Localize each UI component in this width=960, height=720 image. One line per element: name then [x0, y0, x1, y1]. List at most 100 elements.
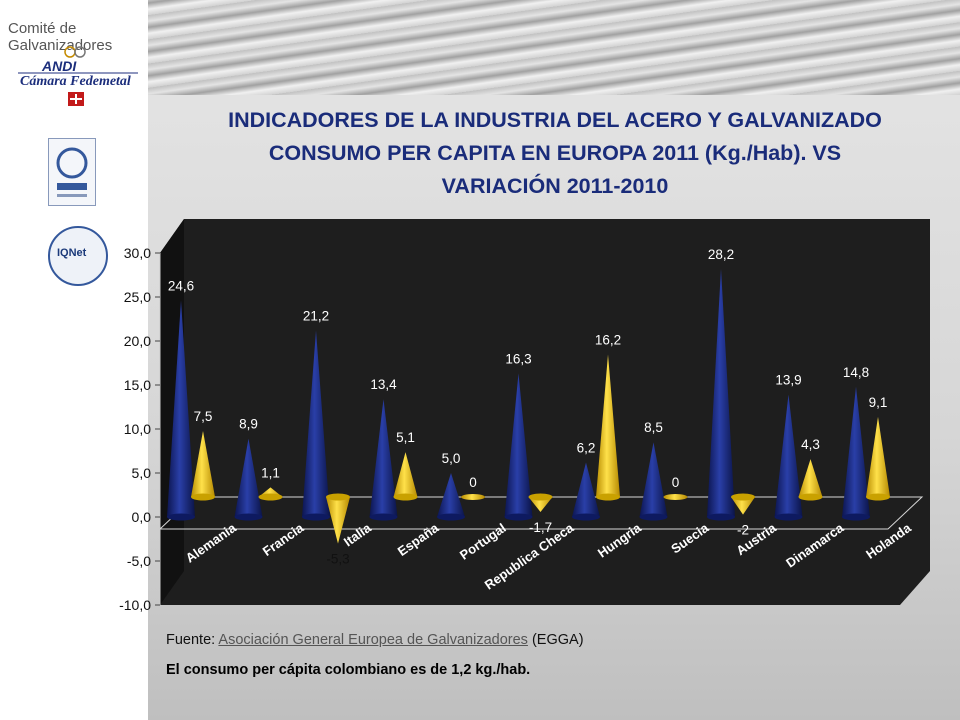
- data-label: 5,0: [442, 451, 461, 466]
- icontec-cert-logo: [48, 138, 96, 206]
- data-label: 21,2: [303, 308, 329, 323]
- data-label: 6,2: [577, 440, 596, 455]
- cone-body: [774, 394, 803, 517]
- cone-variacion: [866, 416, 890, 501]
- data-label: 9,1: [869, 395, 888, 410]
- cone-base: [572, 513, 600, 521]
- cone-variacion: [663, 494, 688, 500]
- cone-consumo: [572, 462, 600, 521]
- cone-consumo: [707, 268, 735, 521]
- data-label: 5,1: [396, 430, 415, 445]
- data-label: 4,3: [801, 437, 820, 452]
- title-line-1: INDICADORES DE LA INDUSTRIA DEL ACERO Y …: [228, 108, 882, 132]
- data-label: -1,7: [529, 520, 552, 535]
- cone-consumo: [302, 330, 330, 521]
- logo-column: Comité de Galvanizadores ANDI Cámara Fed…: [0, 0, 148, 720]
- cone-body: [302, 330, 330, 517]
- camara-label: Cámara Fedemetal: [20, 74, 131, 89]
- plot-background: [160, 219, 930, 605]
- cone-body: [393, 452, 418, 497]
- y-tick-label: 10,0: [124, 421, 151, 437]
- cone-base: [866, 493, 890, 501]
- cone-base: [302, 513, 330, 521]
- cone-variacion: [798, 459, 823, 501]
- cone-consumo: [842, 386, 870, 521]
- cone-consumo: [369, 399, 398, 521]
- cone-base: [639, 513, 668, 521]
- data-label: -5,3: [326, 552, 349, 567]
- data-labels: 24,6 7,5 8,9 1,1 21,2 -5,3 13,4 5,1 5,0 0 16,3 -1,7…: [168, 247, 888, 567]
- cone-body: [842, 386, 870, 517]
- cone-variacion: [393, 452, 418, 501]
- cone-consumo: [504, 373, 533, 521]
- data-label: 16,2: [595, 332, 621, 347]
- cone-base: [504, 513, 533, 521]
- footnote: El consumo per cápita colombiano es de 1…: [166, 662, 531, 678]
- source-link[interactable]: Asociación General Europea de Galvanizad…: [218, 632, 528, 648]
- data-label: 8,9: [239, 417, 258, 432]
- y-tick-label: 20,0: [124, 333, 151, 349]
- data-label: 24,6: [168, 279, 194, 294]
- cone-consumo: [167, 300, 195, 521]
- cone-base: [774, 513, 803, 521]
- y-tick-label: 15,0: [124, 377, 151, 393]
- cone-flat: [461, 494, 485, 500]
- data-label: 13,4: [370, 377, 397, 392]
- cone-base: [234, 513, 263, 521]
- cone-body: [731, 497, 755, 515]
- cone-body: [234, 438, 263, 517]
- cone-body: [369, 399, 398, 517]
- y-tick-label: -10,0: [119, 597, 151, 613]
- cone-body: [639, 442, 668, 517]
- source-suffix: (EGGA): [527, 632, 584, 648]
- iqnet-label: IQNet: [57, 247, 87, 259]
- cone-flat: [663, 494, 688, 500]
- y-tick-label: 25,0: [124, 289, 151, 305]
- cone-body: [326, 497, 350, 544]
- y-tick-label: 5,0: [132, 465, 152, 481]
- cone-body: [798, 459, 823, 497]
- cone-variacion: [326, 493, 350, 544]
- cone-body: [167, 300, 195, 517]
- cone-base: [191, 493, 215, 501]
- cone-base: [258, 493, 283, 501]
- source-line: Fuente: Asociación General Europea de Ga…: [166, 632, 584, 648]
- title-line-3: VARIACIÓN 2011-2010: [441, 174, 669, 198]
- cone-body: [596, 354, 620, 497]
- cone-base: [437, 513, 465, 521]
- cone-consumo: [639, 442, 668, 521]
- cone-base: [393, 493, 418, 501]
- data-label: 7,5: [194, 409, 213, 424]
- cone-variacion: [461, 494, 485, 500]
- cone-body: [707, 268, 735, 517]
- cone-consumo: [437, 473, 465, 521]
- cone-variacion: [596, 354, 620, 501]
- brand-name: Comité de Galvanizadores: [8, 20, 113, 54]
- title-line-2: CONSUMO PER CAPITA EN EUROPA 2011 (Kg./H…: [268, 141, 842, 165]
- cone-variacion: [731, 493, 755, 515]
- series-marks: [167, 268, 890, 544]
- data-label: 8,5: [644, 420, 663, 435]
- data-label: 0: [469, 475, 477, 490]
- cone-base: [798, 493, 823, 501]
- data-label: 13,9: [775, 373, 801, 388]
- cone-base: [369, 513, 398, 521]
- andi-logo: [18, 46, 138, 106]
- data-label: 16,3: [505, 352, 531, 367]
- cone-base: [167, 513, 195, 521]
- iqnet-cert-logo: IQNet: [48, 226, 108, 286]
- cone-base: [528, 493, 553, 501]
- cone-base: [596, 493, 620, 501]
- cone-variacion: [528, 493, 553, 512]
- cone-variacion: [191, 431, 215, 501]
- cone-chart: 30,0 25,0 20,0 15,0 10,0 5,0 0,0 -5,0 -10,0 24,6…: [119, 219, 930, 613]
- y-tick-label: 0,0: [132, 509, 152, 525]
- cone-base: [731, 493, 755, 501]
- data-label: 1,1: [261, 465, 280, 480]
- cone-consumo: [234, 438, 263, 521]
- chart: 30,0 25,0 20,0 15,0 10,0 5,0 0,0 -5,0 -10,0 24,6…: [60, 218, 932, 624]
- data-label: 0: [672, 475, 680, 490]
- y-tick-label: 30,0: [124, 245, 151, 261]
- cone-body: [437, 473, 465, 517]
- cone-base: [842, 513, 870, 521]
